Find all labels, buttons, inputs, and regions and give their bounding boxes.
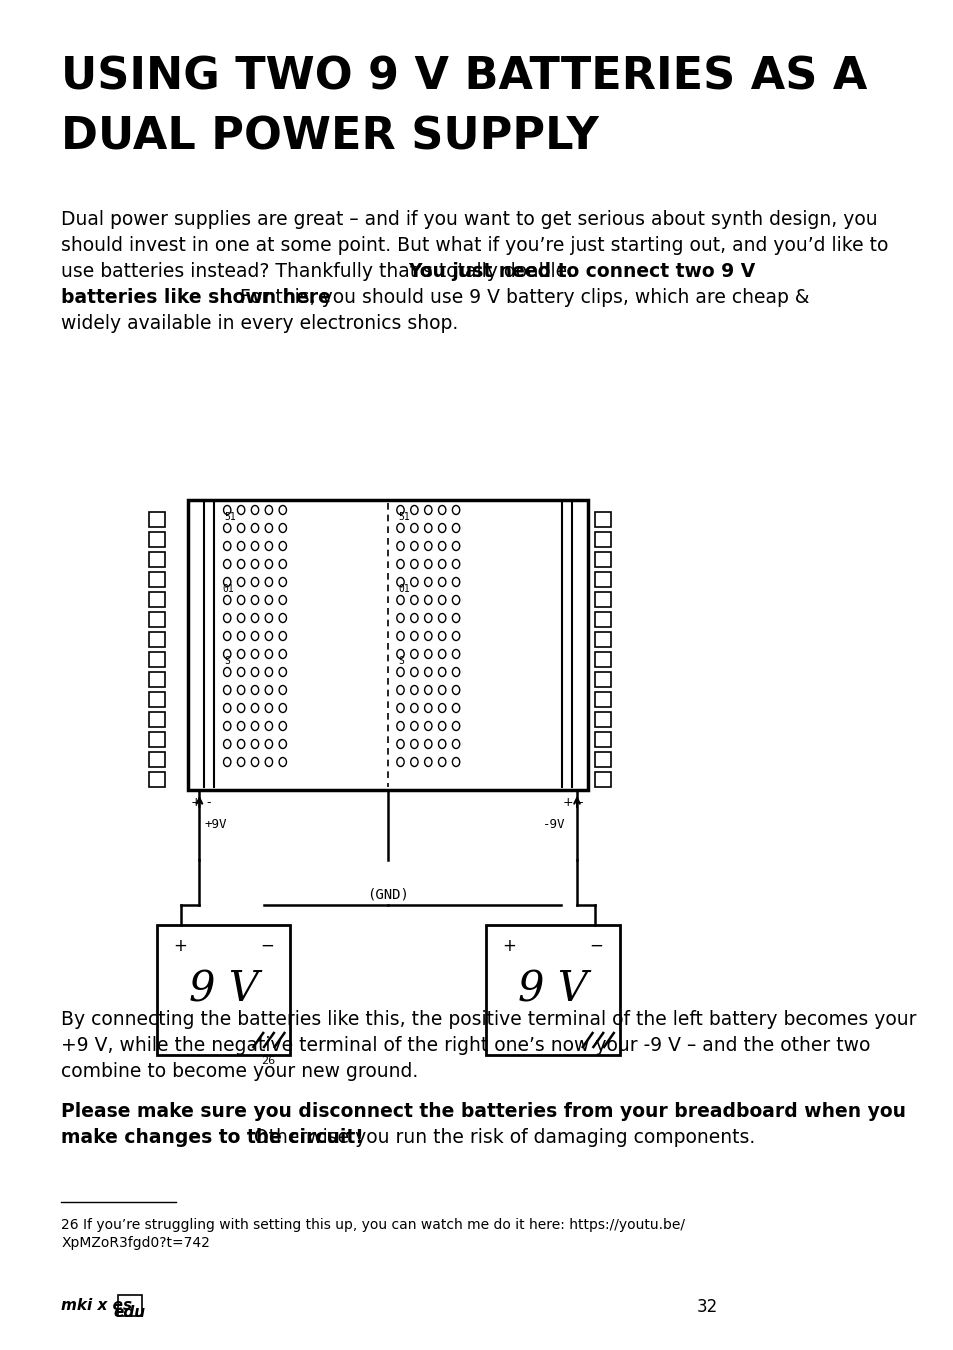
Text: -: -: [206, 796, 211, 809]
Text: Dual power supplies are great – and if you want to get serious about synth desig: Dual power supplies are great – and if y…: [61, 211, 877, 230]
Text: −: −: [260, 937, 274, 954]
Text: You just need to connect two 9 V: You just need to connect two 9 V: [408, 262, 755, 281]
Text: +9 V, while the negative terminal of the right one’s now your -9 V – and the oth: +9 V, while the negative terminal of the…: [61, 1035, 870, 1054]
Text: +9V: +9V: [204, 818, 227, 832]
Text: DUAL POWER SUPPLY: DUAL POWER SUPPLY: [61, 115, 598, 158]
Text: combine to become your new ground.: combine to become your new ground.: [61, 1062, 418, 1081]
Text: −: −: [589, 937, 603, 954]
Text: mki x es: mki x es: [61, 1297, 132, 1314]
Text: . For this, you should use 9 V battery clips, which are cheap &: . For this, you should use 9 V battery c…: [228, 288, 808, 306]
Text: widely available in every electronics shop.: widely available in every electronics sh…: [61, 315, 458, 333]
Text: Please make sure you disconnect the batteries from your breadboard when you: Please make sure you disconnect the batt…: [61, 1102, 905, 1120]
Text: (GND): (GND): [367, 887, 409, 900]
Text: XpMZoR3fgd0?t=742: XpMZoR3fgd0?t=742: [61, 1237, 210, 1250]
Text: 26 If you’re struggling with setting this up, you can watch me do it here: https: 26 If you’re struggling with setting thi…: [61, 1218, 684, 1233]
Text: S: S: [397, 656, 403, 666]
Text: edu: edu: [113, 1305, 146, 1320]
Text: S: S: [225, 656, 231, 666]
Text: batteries like shown here: batteries like shown here: [61, 288, 331, 306]
Text: +: +: [191, 796, 201, 809]
Text: 9 V: 9 V: [517, 969, 587, 1011]
Text: 01: 01: [222, 585, 233, 594]
Text: 9 V: 9 V: [189, 969, 258, 1011]
Text: -9V: -9V: [542, 818, 564, 832]
Text: 51: 51: [224, 512, 235, 522]
Text: +: +: [501, 937, 516, 954]
Text: Otherwise you run the risk of damaging components.: Otherwise you run the risk of damaging c…: [248, 1129, 754, 1148]
Text: By connecting the batteries like this, the positive terminal of the left battery: By connecting the batteries like this, t…: [61, 1010, 916, 1029]
Text: 26: 26: [261, 1056, 275, 1066]
Text: use batteries instead? Thankfully that’s totally doable.: use batteries instead? Thankfully that’s…: [61, 262, 578, 281]
Text: USING TWO 9 V BATTERIES AS A: USING TWO 9 V BATTERIES AS A: [61, 55, 867, 99]
Text: -: -: [578, 796, 582, 809]
Text: 51: 51: [397, 512, 410, 522]
Text: should invest in one at some point. But what if you’re just starting out, and yo: should invest in one at some point. But …: [61, 236, 888, 255]
Text: make changes to the circuit!: make changes to the circuit!: [61, 1129, 364, 1148]
Text: 32: 32: [696, 1297, 717, 1316]
Text: +: +: [172, 937, 187, 954]
Text: 01: 01: [397, 585, 410, 594]
Text: +: +: [562, 796, 573, 809]
